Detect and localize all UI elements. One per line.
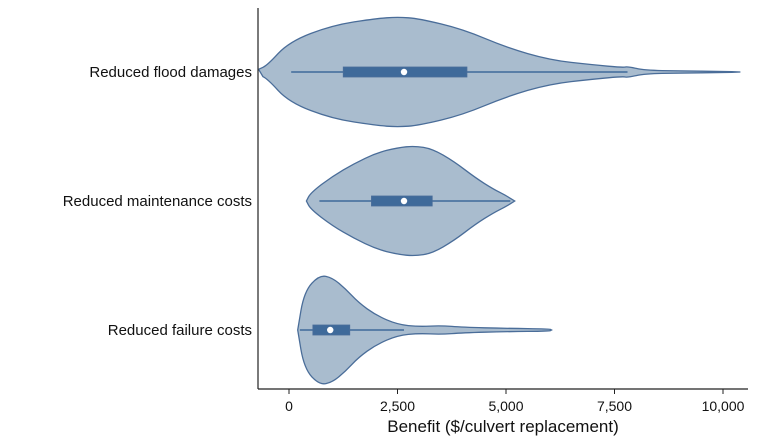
x-tick-label: 10,000 (702, 398, 745, 414)
x-tick-label: 5,000 (488, 398, 523, 414)
median-dot-reduced-failure-costs (327, 326, 334, 334)
violins-group (257, 16, 741, 385)
x-tick-label: 0 (285, 398, 293, 414)
category-label-reduced-flood-damages: Reduced flood damages (89, 64, 252, 81)
category-label-reduced-maintenance-costs: Reduced maintenance costs (63, 193, 252, 210)
x-tick-label: 2,500 (380, 398, 415, 414)
x-axis-ticks: 0 2,500 5,000 7,500 10,000 (285, 389, 745, 414)
x-tick-label: 7,500 (597, 398, 632, 414)
median-dot-reduced-maintenance-costs (400, 197, 408, 205)
median-dot-reduced-flood-damages (400, 68, 408, 76)
category-label-reduced-failure-costs: Reduced failure costs (108, 322, 252, 339)
y-axis-labels: Reduced flood damages Reduced maintenance… (63, 64, 252, 339)
violin-reduced-failure-costs (297, 275, 553, 385)
x-axis-title: Benefit ($/culvert replacement) (387, 417, 619, 436)
